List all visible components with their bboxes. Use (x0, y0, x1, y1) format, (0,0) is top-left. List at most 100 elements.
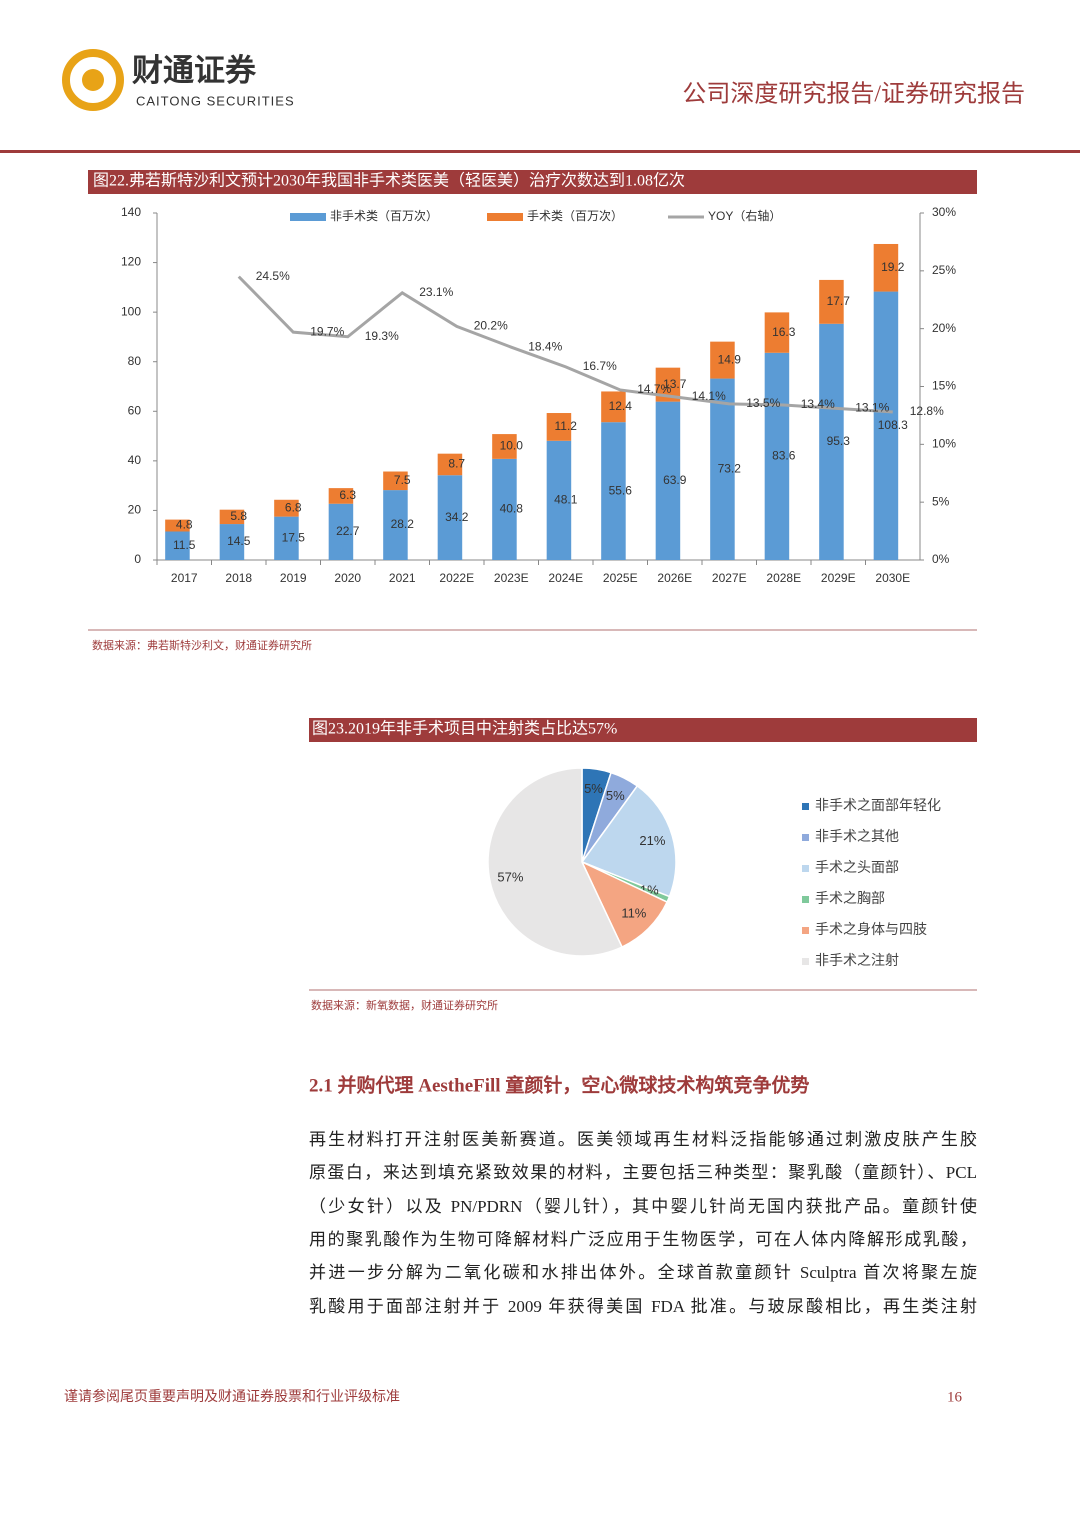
text-line: 并进一步分解为二氧化碳和水排出体外。全球首款童颜针 Sculptra 首次将聚左… (309, 1263, 977, 1283)
title-bar (309, 718, 977, 742)
bar (873, 291, 899, 560)
bar (873, 243, 899, 292)
y2-tick-label: 10% (932, 437, 956, 451)
data-label: 7.5 (394, 473, 411, 487)
bar (274, 499, 299, 517)
data-label: 19.7% (310, 324, 344, 338)
data-label: 57% (497, 869, 523, 884)
logo-emblem (62, 49, 124, 111)
data-label: 14.1% (692, 389, 726, 403)
source: 数据来源：新氧数据，财通证券研究所 (311, 998, 498, 1012)
legend-swatch (802, 865, 809, 872)
data-label: 34.2 (445, 510, 469, 524)
data-label: 11% (621, 905, 646, 920)
data-label: 17.7 (827, 294, 851, 308)
y-tick-label: 0 (134, 552, 141, 566)
bar (764, 352, 790, 560)
section-heading: 2.1 并购代理 AestheFill 童颜针，空心微球技术构筑竞争优势 (309, 1073, 809, 1096)
bar (328, 503, 354, 560)
chart-title: 图22.弗若斯特沙利文预计2030年我国非手术类医美（轻医美）治疗次数达到1.0… (93, 172, 685, 190)
text-line: 原蛋白，来达到填充紧致效果的材料，主要包括三种类型：聚乳酸（童颜针）、PCL (309, 1163, 977, 1183)
data-label: 63.9 (663, 473, 687, 487)
legend-label: 非手术类（百万次） (330, 209, 438, 223)
bar (492, 458, 517, 560)
data-label: 73.2 (718, 461, 742, 475)
data-label: 55.6 (609, 483, 633, 497)
logo-name: 财通证券 (132, 53, 257, 88)
pie-slice (580, 784, 677, 898)
x-tick-label: 2028E (766, 571, 801, 585)
x-tick-label: 2019 (280, 571, 307, 585)
footer-disclaimer: 谨请参阅尾页重要声明及财通证券股票和行业评级标准 (64, 1388, 400, 1405)
data-label: 21% (639, 833, 665, 848)
data-label: 18.4% (528, 339, 562, 353)
bar (710, 341, 735, 379)
data-label: 5% (606, 788, 625, 803)
logo-subtitle: CAITONG SECURITIES (136, 93, 295, 108)
x-tick-label: 2027E (712, 571, 747, 585)
y2-tick-label: 15% (932, 379, 956, 393)
y-tick-label: 80 (128, 354, 142, 368)
legend-label: 非手术之注射 (815, 953, 899, 969)
bar (819, 323, 844, 560)
x-tick-label: 2026E (657, 571, 692, 585)
text-line: （少女针）以及 PN/PDRN（婴儿针），其中婴儿针尚无国内获批产品。童颜针使 (309, 1196, 977, 1216)
bar (601, 391, 626, 423)
bar (546, 413, 572, 441)
bar (219, 524, 245, 560)
bar (601, 422, 626, 560)
data-label: 12.8% (910, 404, 944, 418)
data-label: 6.8 (285, 500, 302, 514)
data-label: 13.1% (855, 401, 889, 415)
data-label: 11.2 (555, 419, 578, 433)
bar (383, 471, 408, 491)
x-tick-label: 2029E (821, 571, 856, 585)
data-label: 19.2 (881, 260, 905, 274)
data-label: 24.5% (256, 269, 290, 283)
y-tick-label: 40 (128, 453, 142, 467)
legend-swatch (802, 803, 809, 810)
data-label: 95.3 (827, 434, 851, 448)
legend-label: 手术之身体与四肢 (815, 922, 927, 938)
data-label: 23.1% (419, 285, 453, 299)
legend-label: 非手术之其他 (815, 829, 899, 845)
y2-tick-label: 30% (932, 205, 956, 219)
legend-label: 非手术之面部年轻化 (815, 798, 941, 814)
x-tick-label: 2025E (603, 571, 638, 585)
bar (546, 440, 572, 560)
x-tick-label: 2022E (439, 571, 474, 585)
x-tick-label: 2017 (171, 571, 198, 585)
x-tick-label: 2024E (548, 571, 583, 585)
title-bar (88, 170, 977, 194)
data-label: 13.7 (663, 377, 687, 391)
text-line: 用的聚乳酸作为生物可降解材料广泛应用于生物医学，可在人体内降解形成乳酸， (309, 1229, 977, 1249)
legend-swatch (802, 927, 809, 934)
data-label: 20.2% (474, 319, 508, 333)
legend-label: YOY（右轴） (708, 208, 781, 223)
y-tick-label: 60 (128, 403, 142, 417)
bar (328, 488, 354, 504)
bar (437, 453, 463, 476)
data-label: 5% (584, 781, 603, 796)
data-label: 14.9 (718, 352, 742, 366)
bar (383, 490, 408, 560)
line-series (237, 275, 893, 414)
bar (819, 279, 844, 324)
legend-swatch (290, 213, 326, 221)
y-tick-label: 100 (121, 304, 141, 318)
data-label: 83.6 (772, 449, 796, 463)
data-label: 13.4% (801, 397, 835, 411)
y2-tick-label: 5% (932, 494, 950, 508)
bar (165, 519, 190, 532)
legend-label: 手术之头面部 (815, 860, 899, 876)
data-label: 48.1 (554, 493, 578, 507)
bar (437, 475, 463, 560)
legend-label: 手术之胸部 (815, 891, 885, 907)
data-label: 22.7 (336, 524, 360, 538)
bar (764, 312, 790, 353)
data-label: 108.3 (878, 418, 908, 432)
report-type: 公司深度研究报告/证券研究报告 (682, 81, 1025, 108)
bar (274, 516, 299, 560)
